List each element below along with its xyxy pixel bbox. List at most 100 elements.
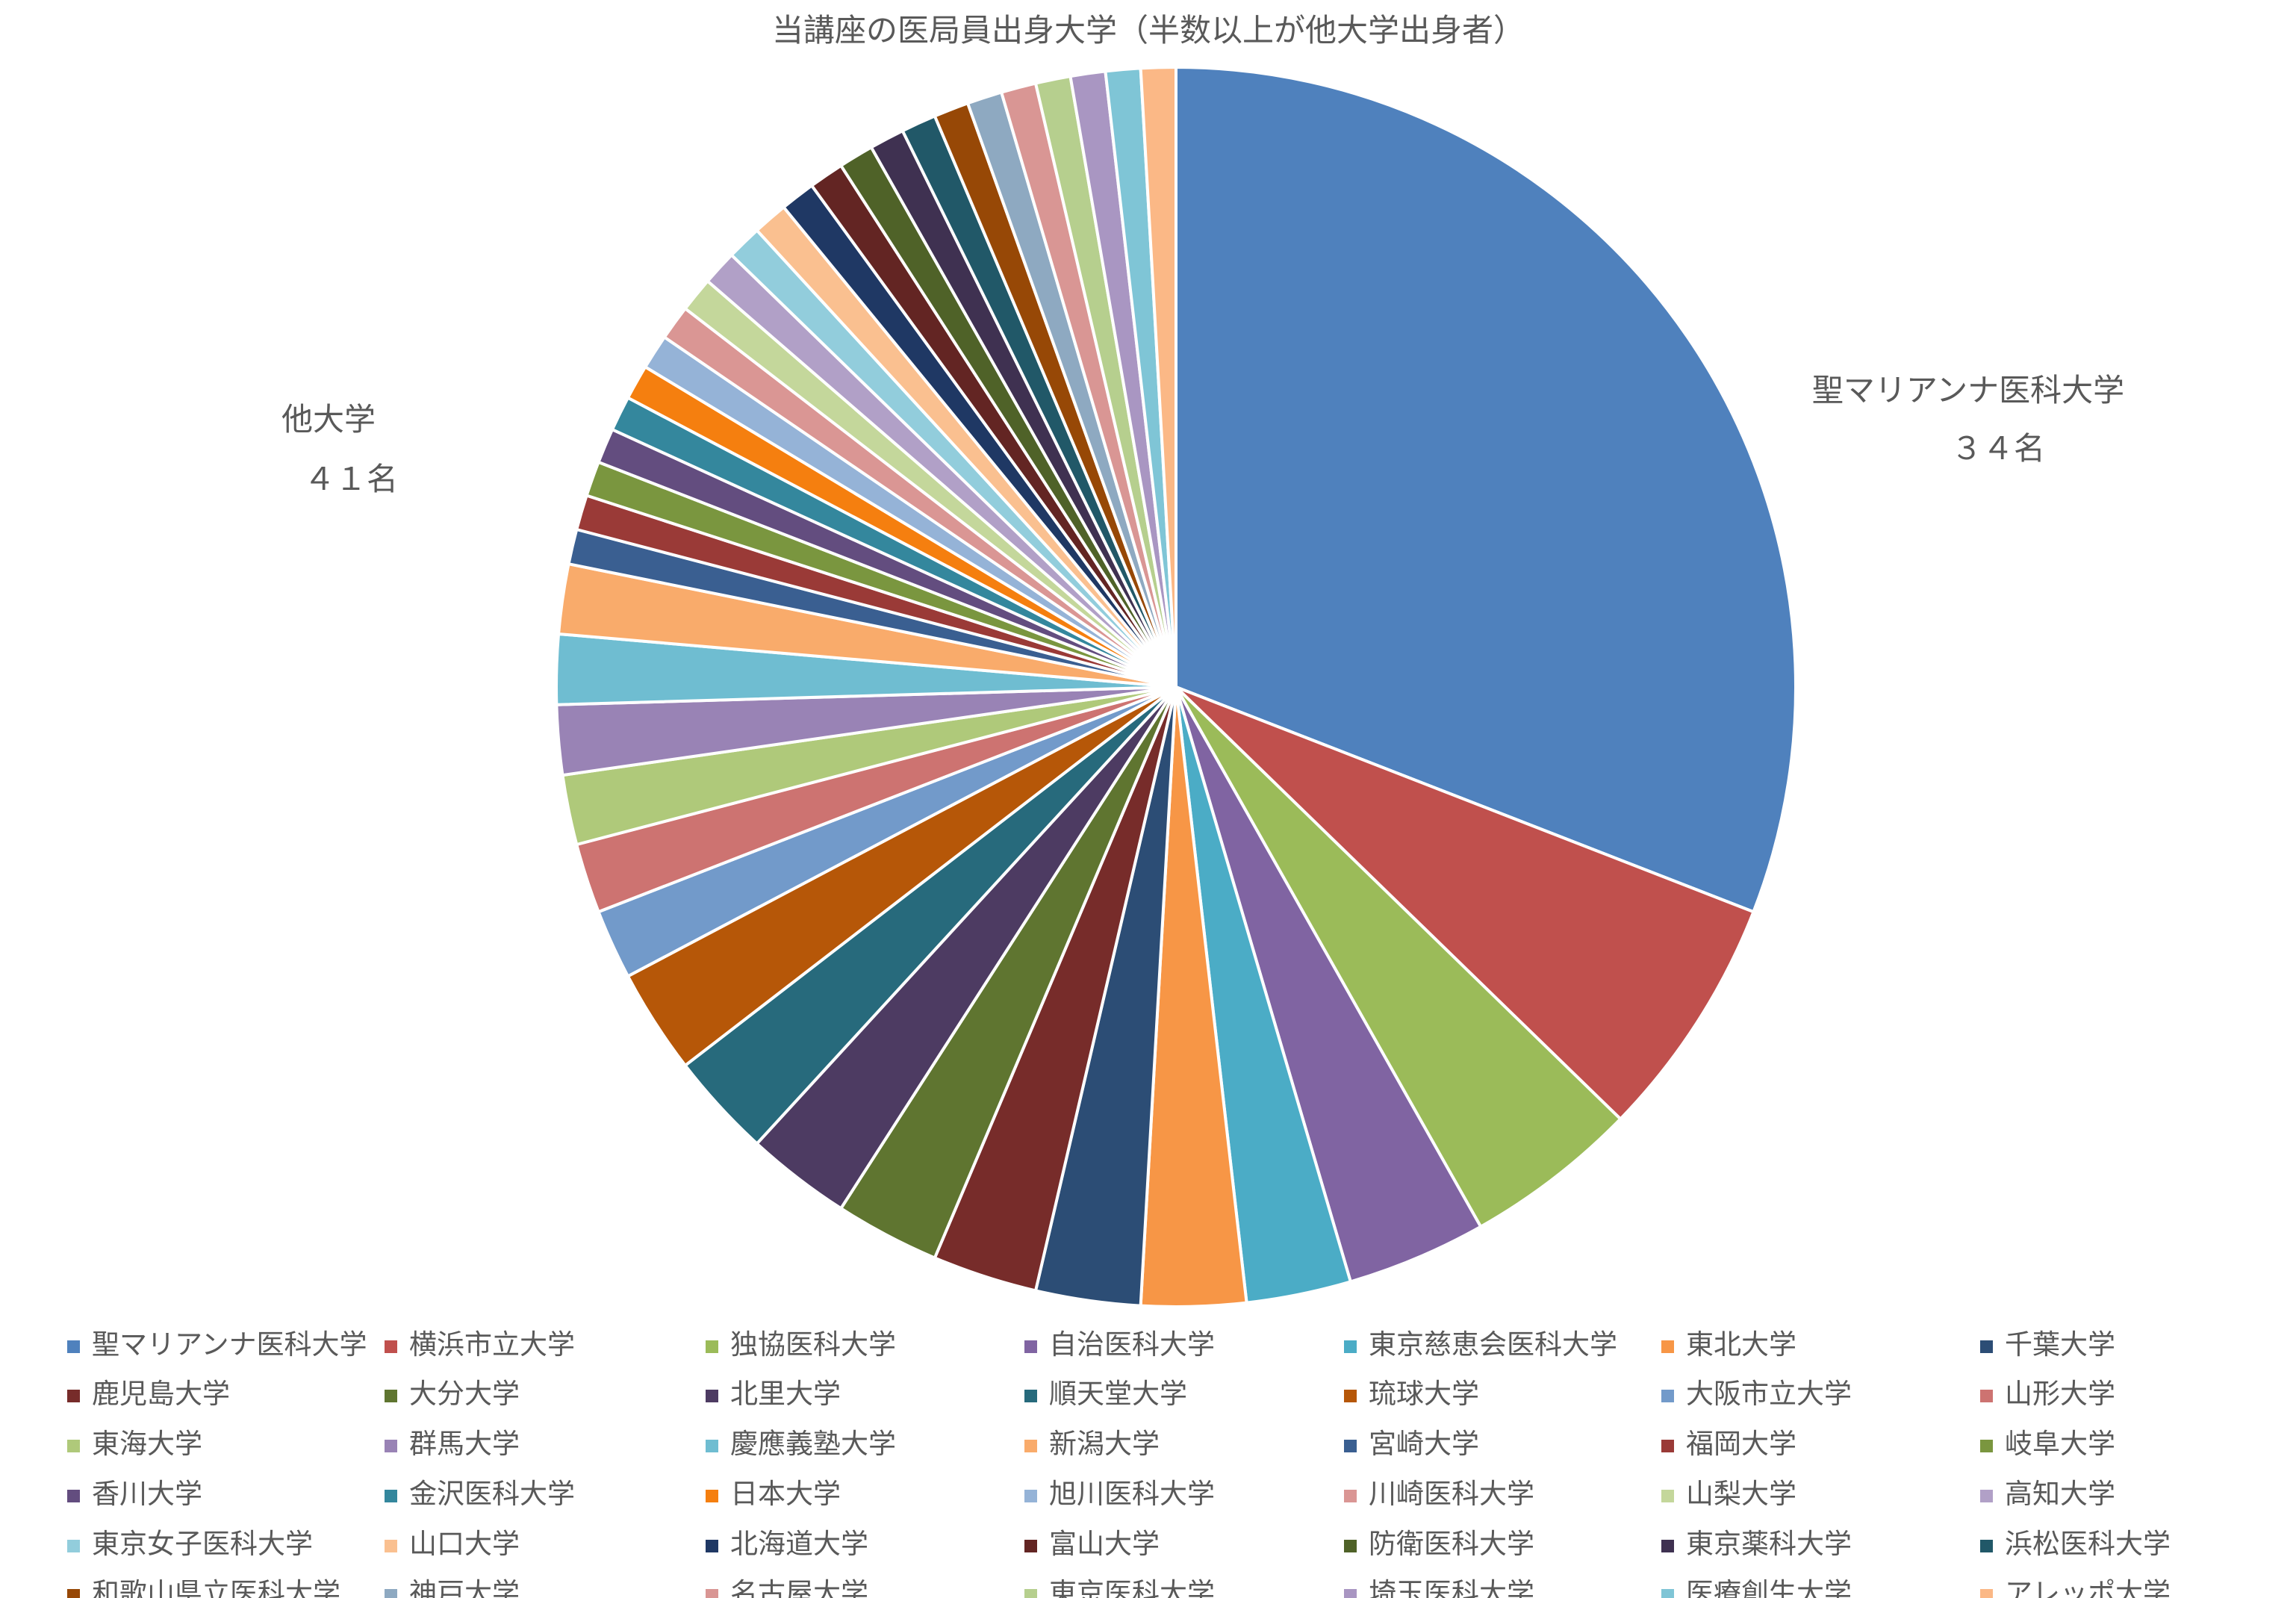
legend-item: アレッポ大学 bbox=[1980, 1577, 2171, 1598]
legend-label: 東京薬科大学 bbox=[1686, 1528, 1852, 1560]
legend-swatch bbox=[1024, 1340, 1037, 1353]
legend-label: 医療創生大学 bbox=[1686, 1577, 1852, 1598]
legend-swatch bbox=[1661, 1390, 1674, 1402]
legend-item: 旭川医科大学 bbox=[1024, 1478, 1215, 1510]
legend-item: 大阪市立大学 bbox=[1661, 1378, 1852, 1410]
legend-swatch bbox=[1024, 1390, 1037, 1402]
legend-swatch bbox=[1661, 1440, 1674, 1452]
legend-swatch bbox=[706, 1390, 718, 1402]
pie-slice-3 bbox=[1175, 685, 1623, 1228]
legend-item: 千葉大学 bbox=[1980, 1328, 2115, 1361]
chart-title: 当講座の医局員出身大学（半数以上が他大学出身者） bbox=[772, 12, 1525, 49]
legend-label: アレッポ大学 bbox=[2005, 1577, 2171, 1598]
legend-swatch bbox=[67, 1440, 80, 1452]
legend-swatch bbox=[67, 1390, 80, 1402]
legend-swatch bbox=[385, 1490, 397, 1502]
pie-slice-2 bbox=[1175, 685, 1755, 1121]
legend-item: 福岡大学 bbox=[1661, 1428, 1796, 1460]
legend-swatch bbox=[1024, 1490, 1037, 1502]
legend-label: 岐阜大学 bbox=[2005, 1428, 2115, 1460]
legend-item: 北里大学 bbox=[706, 1378, 841, 1410]
legend-label: 横浜市立大学 bbox=[409, 1328, 575, 1361]
legend-label: 浜松医科大学 bbox=[2005, 1528, 2171, 1560]
legend-swatch bbox=[1980, 1490, 1993, 1502]
legend-label: 群馬大学 bbox=[409, 1428, 520, 1460]
legend-label: 琉球大学 bbox=[1369, 1378, 1479, 1410]
legend-item: 順天堂大学 bbox=[1024, 1378, 1187, 1410]
legend-item: 埼玉医科大学 bbox=[1344, 1577, 1534, 1598]
legend-swatch bbox=[1344, 1490, 1357, 1502]
legend-swatch bbox=[1344, 1589, 1357, 1598]
legend-item: 新潟大学 bbox=[1024, 1428, 1160, 1460]
legend-label: 名古屋大学 bbox=[730, 1577, 868, 1598]
legend-swatch bbox=[1980, 1540, 1993, 1552]
legend-swatch bbox=[67, 1589, 80, 1598]
legend-item: 高知大学 bbox=[1980, 1478, 2115, 1510]
legend-item: 鹿児島大学 bbox=[67, 1378, 230, 1410]
legend-swatch bbox=[1661, 1540, 1674, 1552]
pie-slice-42 bbox=[1139, 66, 1177, 688]
legend-label: 北里大学 bbox=[730, 1378, 841, 1410]
legend-item: 医療創生大学 bbox=[1661, 1577, 1852, 1598]
annotation-own-university-label: 聖マリアンナ医科大学 bbox=[1812, 372, 2124, 408]
legend-label: 東海大学 bbox=[92, 1428, 202, 1460]
legend-label: 大阪市立大学 bbox=[1686, 1378, 1852, 1410]
legend-item: 岐阜大学 bbox=[1980, 1428, 2115, 1460]
legend-item: 慶應義塾大学 bbox=[706, 1428, 896, 1460]
legend-swatch bbox=[1980, 1340, 1993, 1353]
legend-swatch bbox=[1661, 1589, 1674, 1598]
legend-label: 和歌山県立医科大学 bbox=[92, 1577, 340, 1598]
legend-swatch bbox=[385, 1540, 397, 1552]
legend-label: 日本大学 bbox=[730, 1478, 841, 1510]
legend-item: 東京医科大学 bbox=[1024, 1577, 1215, 1598]
legend-item: 東海大学 bbox=[67, 1428, 202, 1460]
legend-label: 富山大学 bbox=[1049, 1528, 1160, 1560]
legend-swatch bbox=[67, 1340, 80, 1353]
legend-label: 金沢医科大学 bbox=[409, 1478, 575, 1510]
legend-label: 川崎医科大学 bbox=[1369, 1478, 1534, 1510]
legend-swatch bbox=[1980, 1589, 1993, 1598]
legend-label: 山口大学 bbox=[409, 1528, 520, 1560]
legend-swatch bbox=[1344, 1440, 1357, 1452]
legend-label: 防衛医科大学 bbox=[1369, 1528, 1534, 1560]
legend-label: 福岡大学 bbox=[1686, 1428, 1796, 1460]
legend-item: 群馬大学 bbox=[385, 1428, 520, 1460]
legend-swatch bbox=[706, 1340, 718, 1353]
legend-label: 北海道大学 bbox=[730, 1528, 868, 1560]
legend-label: 千葉大学 bbox=[2005, 1328, 2115, 1361]
legend-swatch bbox=[385, 1589, 397, 1598]
legend-label: 慶應義塾大学 bbox=[730, 1428, 896, 1460]
legend-item: 川崎医科大学 bbox=[1344, 1478, 1534, 1510]
annotation-other-universities-label: 他大学 bbox=[281, 401, 376, 438]
legend: 聖マリアンナ医科大学 横浜市立大学 独協医科大学 自治医科大学 東京慈恵会医科大学 東北大… bbox=[67, 1328, 2171, 1598]
legend-swatch bbox=[706, 1440, 718, 1452]
legend-label: 順天堂大学 bbox=[1049, 1378, 1187, 1410]
legend-label: 大分大学 bbox=[409, 1378, 520, 1410]
legend-swatch bbox=[1024, 1540, 1037, 1552]
legend-item: 東京慈恵会医科大学 bbox=[1344, 1328, 1617, 1361]
legend-item: 宮崎大学 bbox=[1344, 1428, 1479, 1460]
legend-item: 金沢医科大学 bbox=[385, 1478, 575, 1510]
legend-label: 東京医科大学 bbox=[1049, 1577, 1215, 1598]
legend-label: 独協医科大学 bbox=[730, 1328, 896, 1361]
legend-swatch bbox=[706, 1490, 718, 1502]
legend-swatch bbox=[1344, 1390, 1357, 1402]
legend-swatch bbox=[385, 1390, 397, 1402]
legend-swatch bbox=[1661, 1340, 1674, 1353]
legend-label: 聖マリアンナ医科大学 bbox=[92, 1328, 367, 1361]
legend-item: 北海道大学 bbox=[706, 1528, 868, 1560]
legend-item: 自治医科大学 bbox=[1024, 1328, 1215, 1361]
legend-item: 琉球大学 bbox=[1344, 1378, 1479, 1410]
legend-item: 山口大学 bbox=[385, 1528, 520, 1560]
legend-swatch bbox=[1661, 1490, 1674, 1502]
legend-item: 大分大学 bbox=[385, 1378, 520, 1410]
legend-item: 東京薬科大学 bbox=[1661, 1528, 1852, 1560]
legend-item: 香川大学 bbox=[67, 1478, 202, 1510]
legend-item: 日本大学 bbox=[706, 1478, 841, 1510]
legend-swatch bbox=[706, 1540, 718, 1552]
legend-item: 東京女子医科大学 bbox=[67, 1528, 313, 1560]
legend-label: 自治医科大学 bbox=[1049, 1328, 1215, 1361]
legend-item: 山梨大学 bbox=[1661, 1478, 1796, 1510]
legend-label: 鹿児島大学 bbox=[92, 1378, 230, 1410]
pie-slices bbox=[555, 66, 1798, 1309]
